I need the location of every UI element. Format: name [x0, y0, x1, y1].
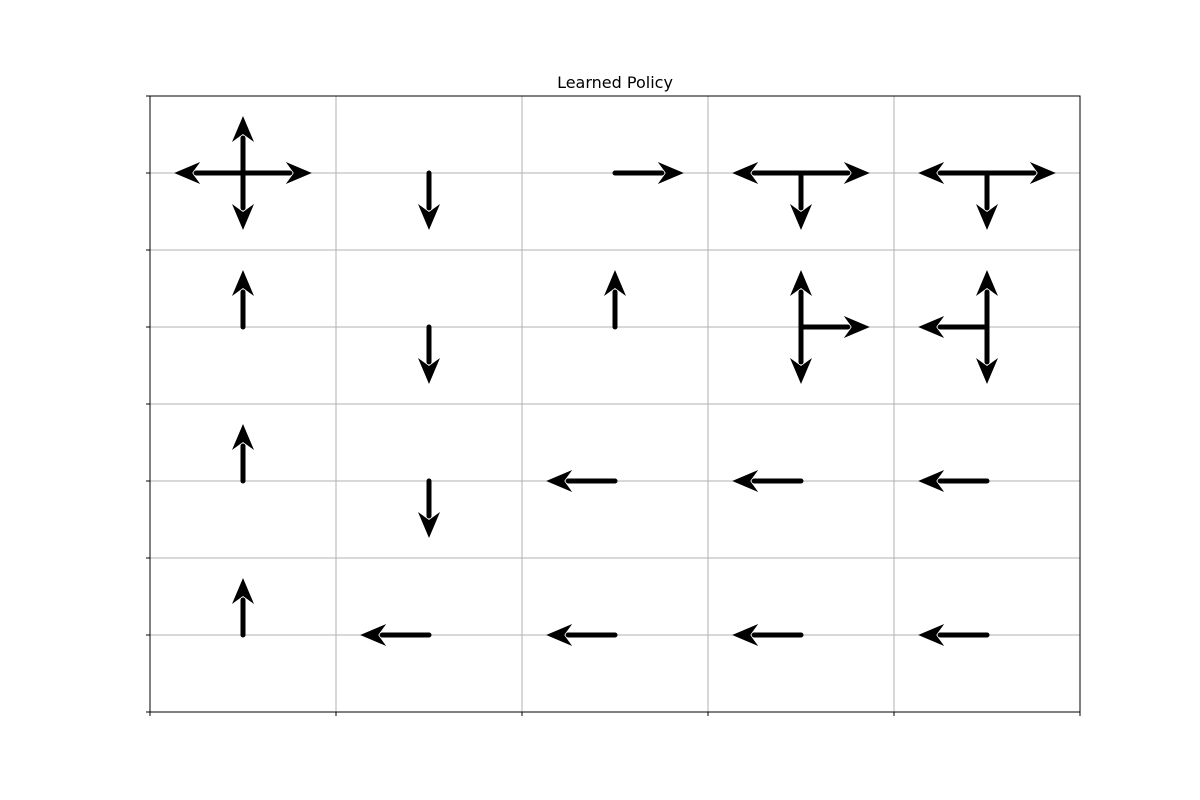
arrow-down-icon [418, 324, 440, 384]
arrow-right-icon [984, 162, 1056, 184]
arrow-up-icon [790, 270, 812, 330]
arrow-down-icon [790, 324, 812, 384]
policy-cell [546, 624, 618, 646]
arrow-down-icon [976, 170, 998, 230]
policy-cell [418, 478, 440, 538]
arrow-left-icon [918, 316, 990, 338]
arrow-down-icon [976, 324, 998, 384]
policy-cell [418, 324, 440, 384]
policy-cell [232, 578, 254, 638]
chart-title: Learned Policy [557, 73, 673, 92]
policy-cell [174, 116, 312, 230]
arrow-down-icon [232, 170, 254, 230]
arrow-up-icon [232, 424, 254, 484]
arrow-left-icon [918, 470, 990, 492]
arrow-down-icon [418, 478, 440, 538]
policy-cell [232, 270, 254, 330]
policy-cell [918, 470, 990, 492]
arrow-up-icon [604, 270, 626, 330]
policy-cell [918, 624, 990, 646]
arrow-left-icon [360, 624, 432, 646]
arrow-left-icon [732, 470, 804, 492]
arrow-right-icon [798, 162, 870, 184]
arrow-up-icon [232, 578, 254, 638]
arrow-left-icon [174, 162, 246, 184]
arrow-up-icon [232, 270, 254, 330]
axis-ticks [146, 95, 1081, 716]
policy-cell [232, 424, 254, 484]
arrow-left-icon [732, 624, 804, 646]
arrow-right-icon [798, 316, 870, 338]
policy-cell [732, 162, 870, 230]
arrow-left-icon [546, 470, 618, 492]
policy-cell [732, 470, 804, 492]
arrow-down-icon [790, 170, 812, 230]
arrow-left-icon [918, 162, 990, 184]
policy-arrows [174, 116, 1056, 646]
policy-cell [604, 270, 626, 330]
policy-cell [360, 624, 432, 646]
plot-frame [149, 95, 1081, 713]
arrow-left-icon [732, 162, 804, 184]
policy-cell [612, 162, 684, 184]
grid-lines [149, 95, 1081, 713]
arrow-right-icon [240, 162, 312, 184]
arrow-up-icon [976, 270, 998, 330]
policy-cell [418, 170, 440, 230]
arrow-left-icon [918, 624, 990, 646]
arrow-right-icon [612, 162, 684, 184]
arrow-up-icon [232, 116, 254, 176]
policy-cell [918, 162, 1056, 230]
policy-cell [732, 624, 804, 646]
arrow-down-icon [418, 170, 440, 230]
policy-cell [918, 270, 998, 384]
policy-cell [546, 470, 618, 492]
arrow-left-icon [546, 624, 618, 646]
policy-cell [790, 270, 870, 384]
